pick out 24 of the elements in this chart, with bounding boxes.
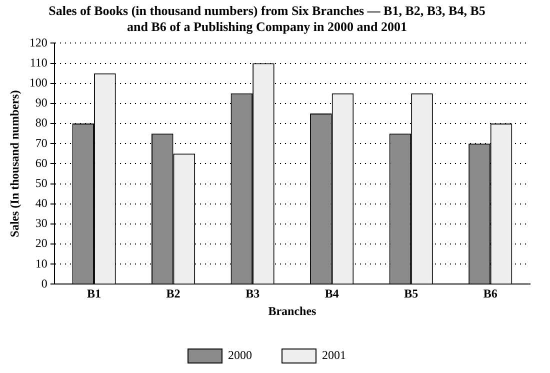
y-axis-title: Sales (In thousand numbers) — [7, 90, 22, 238]
y-tick-label: 40 — [35, 196, 48, 210]
x-tick-label: B2 — [166, 286, 180, 300]
y-tick-label: 90 — [35, 96, 48, 110]
y-tick-label: 30 — [35, 216, 48, 230]
y-tick-label: 50 — [35, 176, 48, 190]
legend-label: 2001 — [322, 348, 346, 362]
y-tick-label: 0 — [41, 276, 48, 290]
x-tick-label: B6 — [483, 286, 498, 300]
legend-label: 2000 — [228, 348, 252, 362]
x-axis-title: Branches — [268, 304, 317, 318]
x-tick-label: B5 — [404, 286, 418, 300]
x-tick-label: B1 — [87, 286, 102, 300]
chart-title: Sales of Books (in thousand numbers) from Six Branches — B1, B2, B3, B4, B5 and B6 of a Publishing Company in 2000 and 2001 — [48, 3, 486, 34]
x-tick-label: B4 — [324, 286, 339, 300]
x-tick-label: B3 — [246, 286, 260, 300]
y-tick-label: 10 — [35, 256, 48, 270]
y-tick-label: 110 — [30, 55, 48, 70]
y-tick-label: 120 — [29, 35, 48, 50]
y-tick-label: 20 — [35, 236, 48, 250]
y-tick-label: 70 — [35, 136, 48, 150]
y-tick-label: 80 — [35, 116, 48, 130]
y-tick-label: 100 — [29, 76, 48, 90]
y-tick-label: 60 — [35, 156, 48, 170]
